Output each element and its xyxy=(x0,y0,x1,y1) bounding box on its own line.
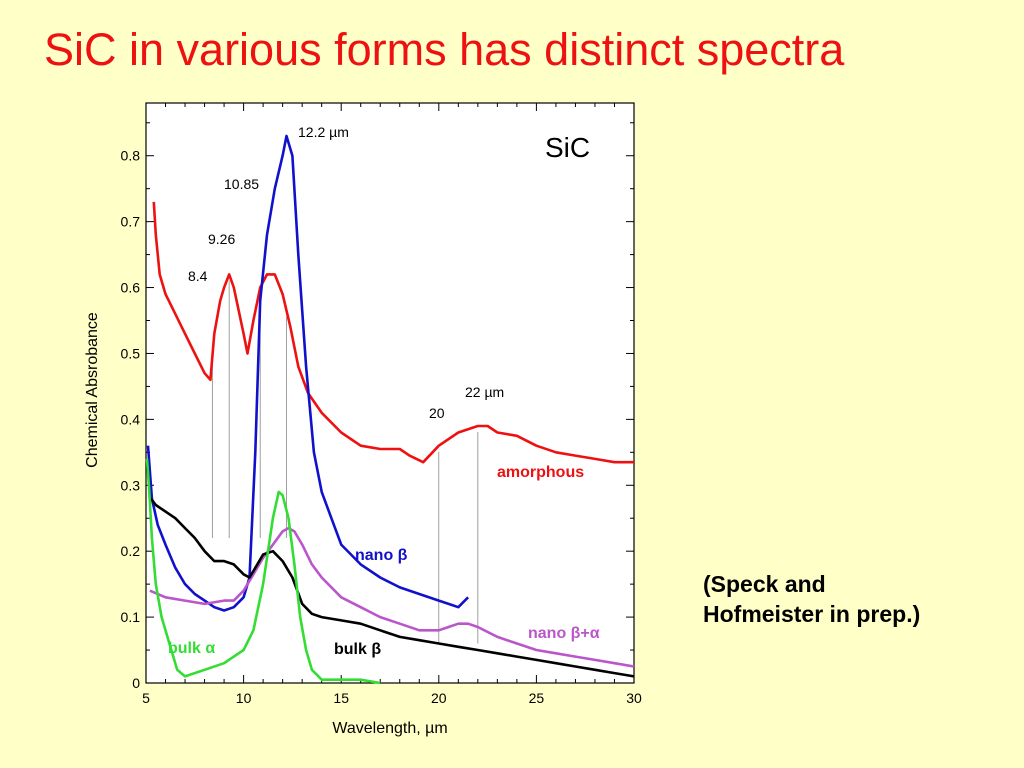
peak-label-8-4: 8.4 xyxy=(188,268,208,284)
peak-label-22: 22 µm xyxy=(465,384,504,400)
chart-labels: SiC Wavelength, µm Chemical Absrobance 8… xyxy=(84,124,600,737)
y-axis-label: Chemical Absrobance xyxy=(84,312,101,468)
series-label-bulk-beta: bulk β xyxy=(334,641,381,658)
axis-ticks: 5 10 15 20 25 30 0 0.1 0.2 0.3 0.4 0.5 0.6 0.7 0.8 xyxy=(121,103,642,706)
x-tick-label: 15 xyxy=(333,690,349,706)
y-tick-label: 0 xyxy=(132,675,140,691)
series-line xyxy=(149,526,635,668)
peak-label-9-26: 9.26 xyxy=(208,231,235,247)
plot-area xyxy=(145,102,635,684)
y-tick-label: 0.3 xyxy=(121,477,141,493)
chart-title: SiC xyxy=(545,132,590,163)
series-label-bulk-alpha: bulk α xyxy=(168,640,215,657)
citation-line-2: Hofmeister in prep.) xyxy=(703,600,921,627)
series-line xyxy=(146,134,470,612)
x-tick-label: 10 xyxy=(236,690,252,706)
series-line xyxy=(152,201,634,464)
peak-reference-lines xyxy=(211,280,479,644)
slide-title: SiC in various forms has distinct spectr… xyxy=(44,24,845,75)
peak-label-10-85: 10.85 xyxy=(224,176,259,192)
x-tick-label: 30 xyxy=(626,690,642,706)
y-tick-label: 0.6 xyxy=(121,280,141,296)
citation-line-1: (Speck and xyxy=(703,571,826,597)
x-tick-label: 5 xyxy=(142,690,150,706)
series-label-nano-beta: nano β xyxy=(355,547,408,564)
y-tick-label: 0.4 xyxy=(121,411,141,427)
x-tick-label: 20 xyxy=(431,690,447,706)
series-line xyxy=(145,458,381,685)
y-tick-label: 0.2 xyxy=(121,543,141,559)
x-axis-label: Wavelength, µm xyxy=(332,720,447,737)
series-lines xyxy=(145,134,635,685)
y-tick-label: 0.8 xyxy=(121,148,141,164)
x-tick-label: 25 xyxy=(529,690,545,706)
series-line xyxy=(149,497,635,678)
series-label-amorphous: amorphous xyxy=(497,464,584,481)
series-label-nano-beta-alpha: nano β+α xyxy=(528,625,600,642)
y-tick-label: 0.7 xyxy=(121,214,141,230)
y-tick-label: 0.1 xyxy=(121,609,141,625)
y-tick-label: 0.5 xyxy=(121,345,141,361)
citation: (Speck and Hofmeister in prep.) xyxy=(703,570,920,630)
peak-label-20: 20 xyxy=(429,405,445,421)
peak-label-12-2: 12.2 µm xyxy=(298,124,349,140)
